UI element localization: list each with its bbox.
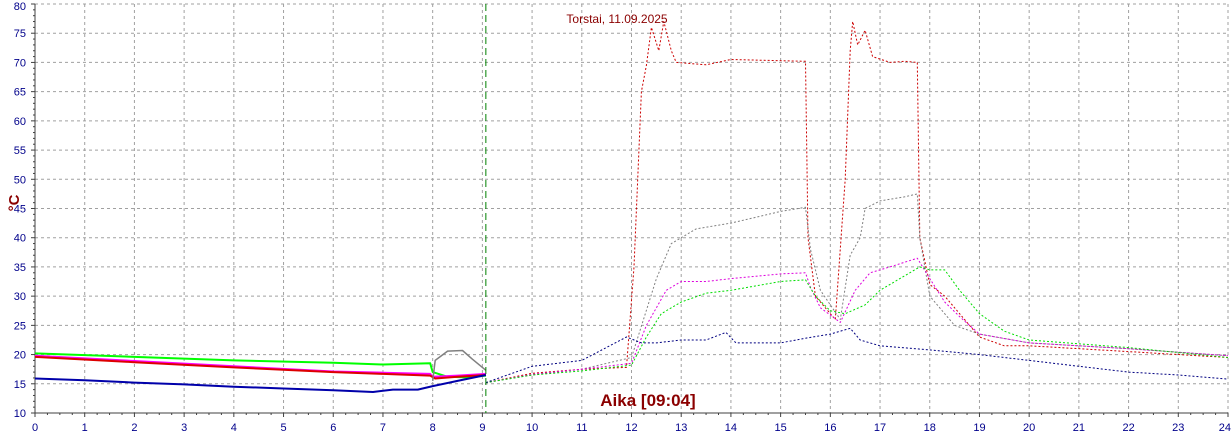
x-tick-label-0: 0 bbox=[32, 422, 38, 434]
x-tick-label-7: 7 bbox=[380, 422, 386, 434]
series-line-7 bbox=[485, 257, 1229, 384]
x-tick-label-19: 19 bbox=[973, 422, 985, 434]
x-tick-label-12: 12 bbox=[625, 422, 637, 434]
series-line-8 bbox=[485, 266, 1229, 384]
y-tick-label-14: 80 bbox=[14, 1, 26, 13]
y-tick-label-13: 75 bbox=[14, 28, 26, 40]
y-tick-label-12: 70 bbox=[14, 57, 26, 69]
series-line-2 bbox=[34, 355, 486, 380]
series-line-4 bbox=[431, 349, 487, 381]
series-line-3 bbox=[34, 374, 487, 393]
series-line-9 bbox=[485, 327, 1229, 384]
x-tick-label-15: 15 bbox=[775, 422, 787, 434]
x-tick-label-23: 23 bbox=[1172, 422, 1184, 434]
y-tick-label-3: 25 bbox=[14, 320, 26, 332]
x-tick-label-14: 14 bbox=[725, 422, 737, 434]
x-tick-label-13: 13 bbox=[675, 422, 687, 434]
y-tick-label-5: 35 bbox=[14, 262, 26, 274]
y-tick-label-7: 45 bbox=[14, 204, 26, 216]
x-tick-label-5: 5 bbox=[280, 422, 286, 434]
y-axis-unit-label: °C bbox=[6, 194, 23, 211]
y-tick-label-4: 30 bbox=[14, 291, 26, 303]
x-tick-label-1: 1 bbox=[82, 422, 88, 434]
x-tick-label-17: 17 bbox=[874, 422, 886, 434]
y-tick-label-10: 60 bbox=[14, 116, 26, 128]
x-tick-label-21: 21 bbox=[1073, 422, 1085, 434]
y-tick-label-8: 50 bbox=[14, 174, 26, 186]
series-layer bbox=[34, 21, 1229, 393]
series-line-5 bbox=[485, 21, 1229, 384]
x-tick-label-22: 22 bbox=[1122, 422, 1134, 434]
y-tick-label-6: 40 bbox=[14, 233, 26, 245]
x-tick-label-9: 9 bbox=[479, 422, 485, 434]
x-tick-label-4: 4 bbox=[231, 422, 237, 434]
x-tick-label-20: 20 bbox=[1023, 422, 1035, 434]
chart-title: Torstai, 11.09.2025 bbox=[566, 12, 668, 26]
x-tick-label-11: 11 bbox=[576, 422, 587, 434]
x-tick-label-10: 10 bbox=[526, 422, 538, 434]
x-tick-label-8: 8 bbox=[430, 422, 436, 434]
y-tick-label-1: 15 bbox=[14, 379, 26, 391]
x-tick-label-6: 6 bbox=[330, 422, 336, 434]
y-tick-label-11: 65 bbox=[14, 87, 26, 99]
x-tick-label-3: 3 bbox=[181, 422, 187, 434]
time-readout: Aika [09:04] bbox=[600, 391, 695, 410]
grid bbox=[35, 3, 1229, 413]
x-tick-label-2: 2 bbox=[131, 422, 137, 434]
y-tick-label-9: 55 bbox=[14, 145, 26, 157]
y-tick-label-0: 10 bbox=[14, 408, 26, 420]
series-line-6 bbox=[485, 193, 1229, 384]
x-tick-label-18: 18 bbox=[924, 422, 936, 434]
axes: 0 1 2 3 4 5 6 7 8 9 10 11 12 13 14 15 16 17 18 19 20 21 22 23 24… bbox=[14, 1, 1231, 434]
series-line-1 bbox=[34, 354, 486, 378]
x-tick-label-24: 24 bbox=[1219, 422, 1231, 434]
y-tick-label-2: 20 bbox=[14, 350, 26, 362]
x-tick-label-16: 16 bbox=[824, 422, 836, 434]
